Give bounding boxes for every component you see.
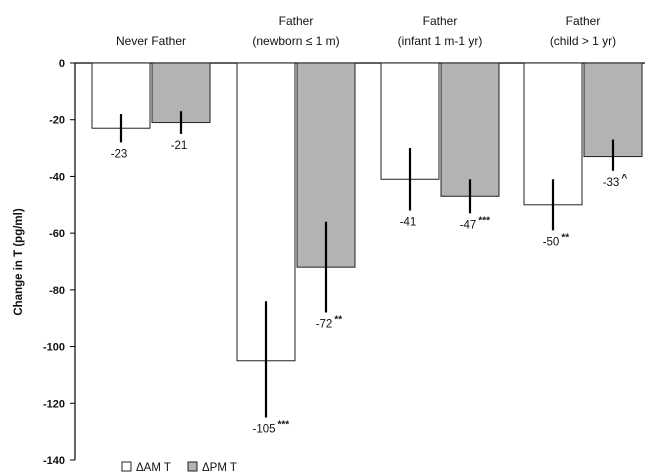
y-tick-label: -40 <box>49 171 65 183</box>
value-label: -23 <box>111 148 128 160</box>
significance-marker: *** <box>478 215 490 226</box>
bars: -23-21-105 ***-72 **-41 -47 ***-50 **-33 ^ <box>91 62 643 435</box>
category-label: Never Father <box>116 34 186 48</box>
y-tick-label: 0 <box>59 58 65 70</box>
value-label: -50 <box>543 236 560 248</box>
y-tick-label: -120 <box>43 398 65 410</box>
significance-marker: ** <box>334 315 342 326</box>
significance-marker: *** <box>278 419 290 430</box>
significance-marker: ^ <box>621 173 627 184</box>
category-label: Father <box>566 14 601 28</box>
y-tick-label: -80 <box>49 285 65 297</box>
y-axis-label: Change in T (pg/ml) <box>13 208 25 315</box>
significance-marker: ** <box>561 232 569 243</box>
category-labels: Never Father Father (newborn ≤ 1 m) Father (… <box>116 14 616 48</box>
value-label: -21 <box>171 140 188 152</box>
bar <box>440 62 500 197</box>
value-label: -41 <box>400 216 417 228</box>
legend-label: ΔPM T <box>202 462 237 474</box>
value-label: -47 <box>460 219 477 231</box>
category-label: Father <box>279 14 314 28</box>
category-sublabel: (child > 1 yr) <box>550 34 616 48</box>
y-tick-label: -140 <box>43 455 65 467</box>
category-label: Father <box>423 14 458 28</box>
value-label: -33 <box>603 177 620 189</box>
legend-swatch <box>187 461 198 472</box>
category-sublabel: (infant 1 m-1 yr) <box>398 34 483 48</box>
y-tick-label: -100 <box>43 342 65 354</box>
value-label: -72 <box>316 319 333 331</box>
legend: ΔAM T ΔPM T <box>121 461 237 474</box>
legend-swatch <box>121 461 132 472</box>
category-sublabel: (newborn ≤ 1 m) <box>252 34 339 48</box>
y-tick-label: -60 <box>49 228 65 240</box>
value-label: -105 <box>252 423 275 435</box>
legend-label: ΔAM T <box>136 462 171 474</box>
y-tick-label: -20 <box>49 115 65 127</box>
